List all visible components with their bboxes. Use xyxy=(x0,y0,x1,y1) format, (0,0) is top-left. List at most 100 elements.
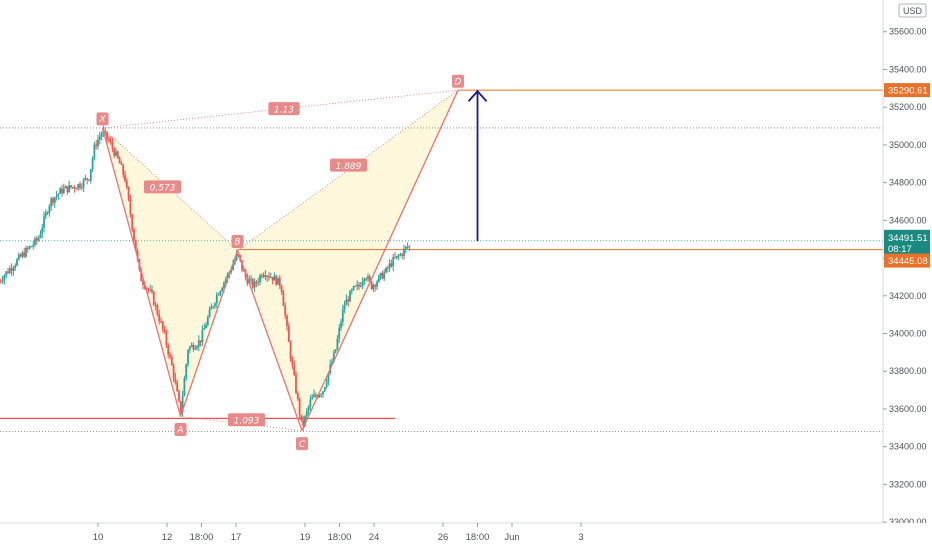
candle-body xyxy=(158,314,161,322)
candle xyxy=(64,185,67,189)
candle xyxy=(392,253,395,272)
candle-body xyxy=(136,250,139,260)
candle xyxy=(28,245,31,250)
candle-body xyxy=(275,275,278,285)
candle-body xyxy=(205,325,207,329)
candle xyxy=(282,289,285,307)
candle-body xyxy=(383,272,386,279)
candle xyxy=(125,177,128,190)
candle-body xyxy=(3,275,6,281)
candle xyxy=(84,174,87,181)
currency-badge-box xyxy=(898,3,927,18)
candle xyxy=(179,400,182,415)
candle-body xyxy=(322,391,324,395)
candle-body xyxy=(93,144,96,159)
candle xyxy=(52,196,54,206)
candle xyxy=(404,245,407,254)
candle-body xyxy=(170,356,173,366)
candle xyxy=(268,272,270,281)
point-label-bg xyxy=(452,74,464,88)
candle-body xyxy=(365,278,368,280)
x-tick-label: 18:00 xyxy=(328,532,352,543)
candle xyxy=(66,186,69,195)
y-tick-label: 34800.00 xyxy=(889,178,927,188)
candle xyxy=(190,342,193,348)
candle-body xyxy=(377,275,380,282)
candle-body xyxy=(345,299,348,306)
point-label-c: C xyxy=(296,437,308,451)
candle xyxy=(215,291,218,309)
candle xyxy=(163,325,166,334)
candle xyxy=(118,156,121,164)
candle xyxy=(196,344,198,351)
candle xyxy=(5,271,8,279)
candle-body xyxy=(208,309,211,318)
arrow-head xyxy=(467,89,488,102)
candle-body xyxy=(16,259,18,266)
point-label-text: C xyxy=(299,440,306,450)
candle-body xyxy=(334,349,337,353)
candle-body xyxy=(232,264,234,270)
y-tick-label: 33000.00 xyxy=(889,517,927,527)
candle xyxy=(80,183,83,191)
point-label-x: X xyxy=(96,112,109,126)
candle xyxy=(19,253,22,258)
candle-body xyxy=(332,352,335,362)
candle xyxy=(257,277,260,287)
candle xyxy=(354,285,357,288)
candle-body xyxy=(21,252,24,257)
candle xyxy=(167,342,170,359)
candle xyxy=(154,301,157,311)
x-tick-label: 24 xyxy=(369,532,380,543)
candle xyxy=(349,289,351,302)
candle xyxy=(264,269,267,281)
candle xyxy=(16,257,18,267)
candle-body xyxy=(318,395,321,398)
candle xyxy=(116,150,119,159)
candle-body xyxy=(48,205,51,214)
candle xyxy=(48,203,51,217)
candle xyxy=(208,306,211,318)
candle-body xyxy=(106,131,108,140)
candle-body xyxy=(109,140,112,143)
candle xyxy=(23,247,26,258)
y-tick-label: 35200.00 xyxy=(889,102,927,112)
candle-body xyxy=(338,327,341,339)
candle xyxy=(376,279,378,291)
candle-body xyxy=(203,328,206,330)
candle-body xyxy=(379,272,382,276)
candle-body xyxy=(356,284,359,287)
candle-body xyxy=(113,148,116,156)
candle xyxy=(352,285,355,291)
candle-body xyxy=(154,304,157,306)
candle xyxy=(253,278,256,292)
candle-body xyxy=(349,291,351,302)
candle-body xyxy=(359,285,362,287)
price-axis[interactable]: 33000.00 33200.00 33400.00 33600.00 33800.00… xyxy=(882,0,932,550)
candle xyxy=(160,317,162,324)
candle xyxy=(286,314,288,331)
candle-body xyxy=(242,269,245,272)
candle-body xyxy=(264,275,267,277)
guide-lines xyxy=(0,89,883,432)
candle xyxy=(287,322,290,342)
candle-body xyxy=(5,271,8,276)
bcd-fill xyxy=(237,90,458,431)
candle-body xyxy=(401,254,404,256)
candle-body xyxy=(320,394,323,396)
candle-body xyxy=(12,268,15,271)
candle xyxy=(260,273,263,279)
candle-body xyxy=(26,248,29,250)
candle-body xyxy=(266,276,269,278)
candle xyxy=(399,252,402,257)
candle xyxy=(221,286,224,292)
price-axis-bg xyxy=(883,0,932,550)
candle xyxy=(98,131,101,145)
candle-body xyxy=(188,346,191,351)
point-label-bg xyxy=(231,235,244,249)
candle xyxy=(152,290,155,306)
candle xyxy=(250,275,252,285)
